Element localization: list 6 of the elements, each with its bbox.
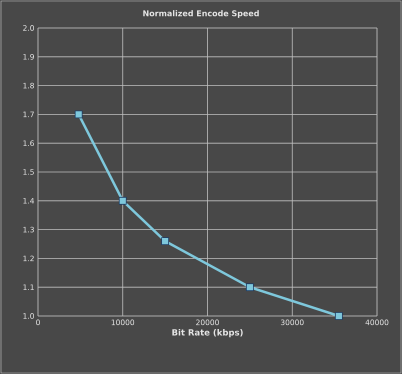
point (246, 283, 254, 292)
point (161, 237, 170, 246)
point (334, 312, 343, 320)
x-axis-title: Bit Rate (kbps) (172, 329, 243, 338)
point (118, 196, 127, 205)
point (74, 110, 83, 118)
